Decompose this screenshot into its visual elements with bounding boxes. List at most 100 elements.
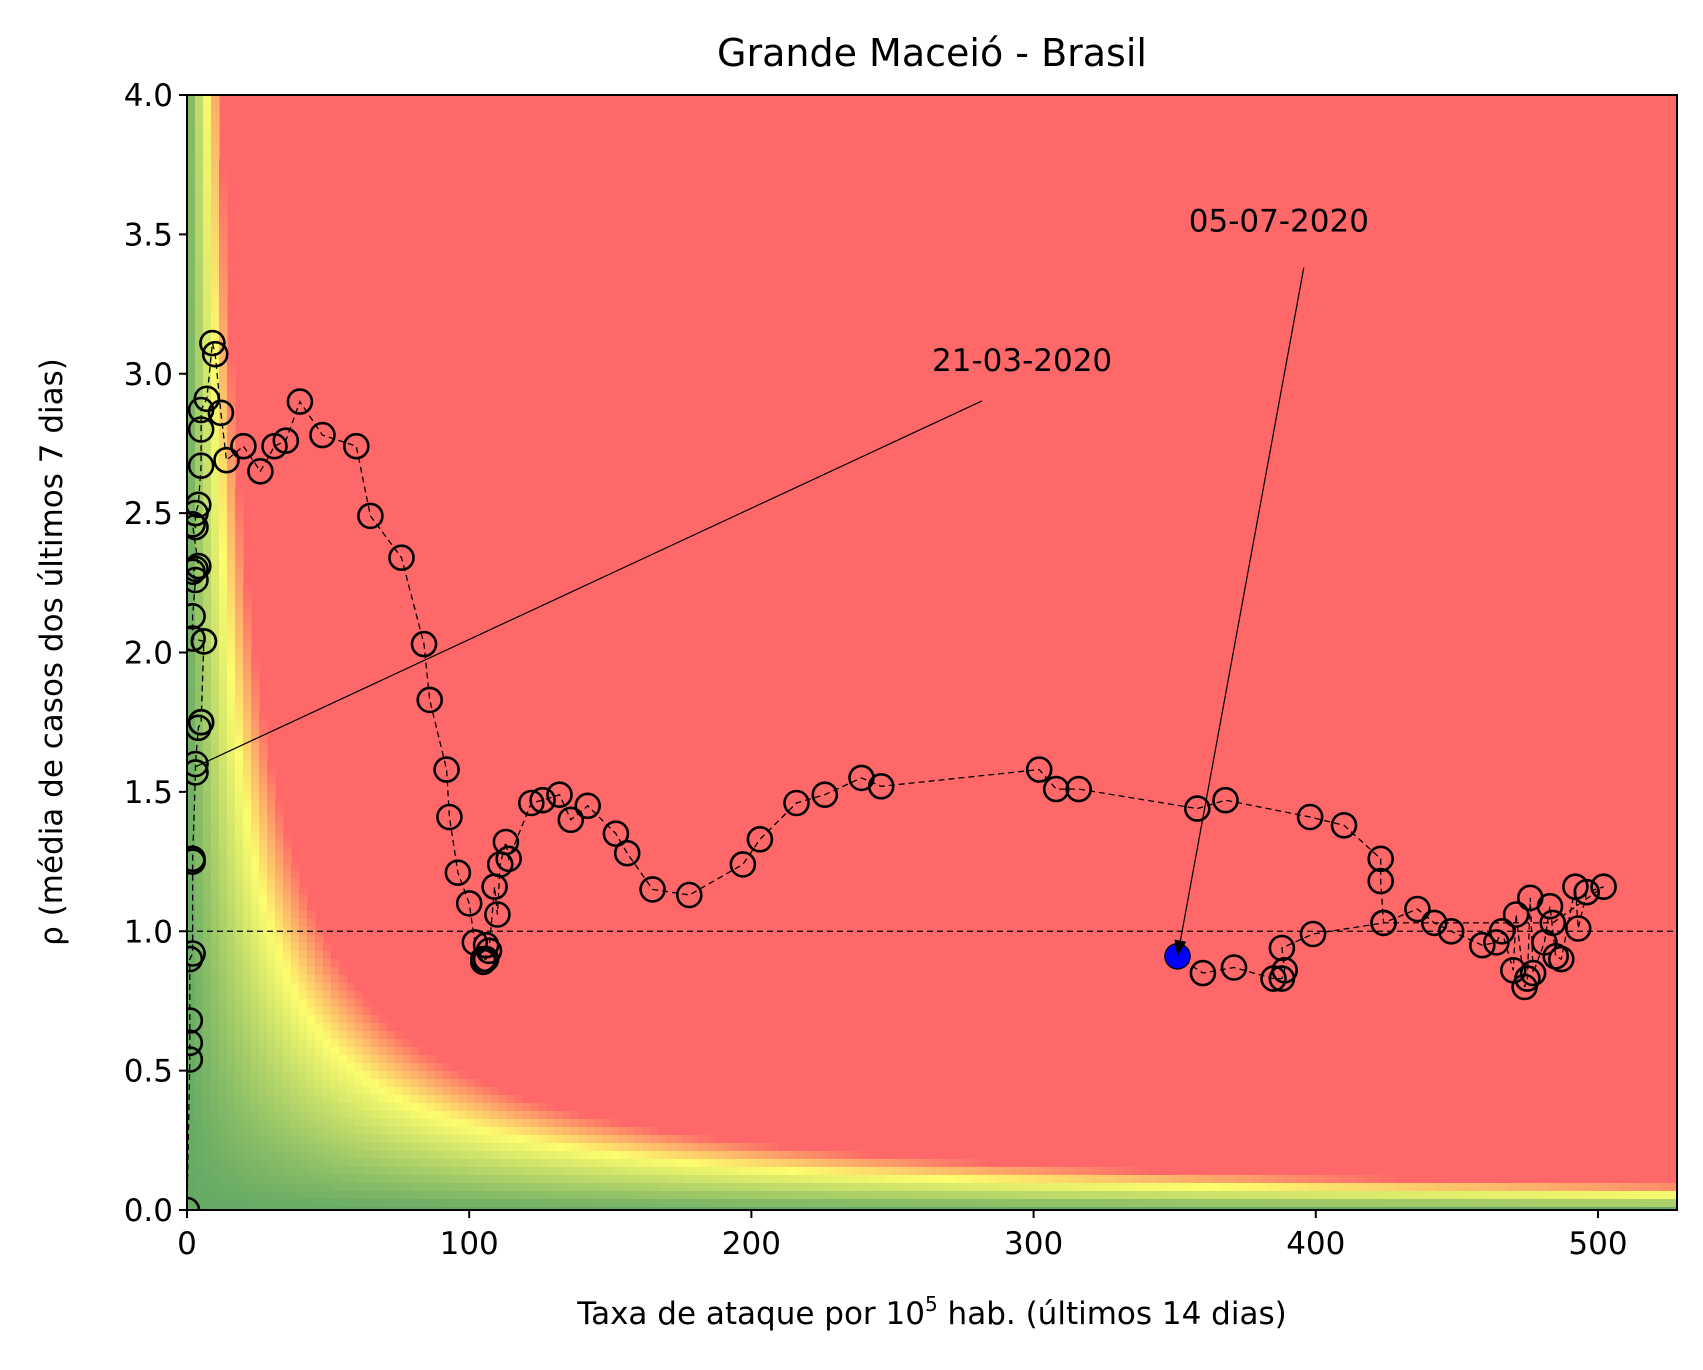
- heatmap-cell: [323, 1127, 332, 1136]
- heatmap-cell: [195, 831, 204, 840]
- heatmap-cell: [1619, 1207, 1628, 1210]
- heatmap-cell: [779, 1207, 788, 1210]
- heatmap-cell: [419, 1143, 428, 1152]
- heatmap-cell: [331, 1111, 340, 1120]
- data-point: [1065, 775, 1092, 803]
- heatmap-cell: [267, 1055, 276, 1064]
- heatmap-cell: [1035, 1207, 1044, 1210]
- heatmap-cell: [211, 103, 220, 112]
- heatmap-cell: [1667, 1207, 1676, 1210]
- heatmap-cell: [1107, 1207, 1116, 1210]
- heatmap-cell: [187, 871, 196, 880]
- heatmap-cell: [379, 1055, 388, 1064]
- heatmap-cell: [867, 1159, 876, 1168]
- heatmap-cell: [571, 1151, 580, 1160]
- heatmap-cell: [627, 1135, 636, 1144]
- heatmap-cell: [1603, 1207, 1612, 1210]
- heatmap-cell: [227, 599, 236, 608]
- heatmap-cell: [875, 1183, 884, 1192]
- heatmap-cell: [1075, 1199, 1084, 1208]
- heatmap-cell: [259, 919, 268, 928]
- heatmap-cell: [235, 631, 244, 640]
- heatmap-cell: [1059, 1191, 1068, 1200]
- heatmap-cell: [1635, 1183, 1644, 1192]
- heatmap-cell: [563, 1167, 572, 1176]
- heatmap-cell: [1115, 1175, 1124, 1184]
- heatmap-cell: [203, 1087, 212, 1096]
- heatmap-cell: [227, 1023, 236, 1032]
- heatmap-cell: [1131, 1199, 1140, 1208]
- heatmap-cell: [859, 1199, 868, 1208]
- heatmap-cell: [715, 1199, 724, 1208]
- y-tick-label: 1.0: [124, 914, 173, 950]
- heatmap-cell: [603, 1119, 612, 1128]
- heatmap-cell: [1539, 1199, 1548, 1208]
- heatmap-cell: [371, 1063, 380, 1072]
- heatmap-cell: [323, 1159, 332, 1168]
- heatmap-cell: [251, 975, 260, 984]
- heatmap-cell: [531, 1199, 540, 1208]
- heatmap-cell: [643, 1191, 652, 1200]
- heatmap-cell: [203, 783, 212, 792]
- heatmap-cell: [1339, 1199, 1348, 1208]
- heatmap-cell: [203, 431, 212, 440]
- heatmap-cell: [907, 1159, 916, 1168]
- heatmap-cell: [1395, 1191, 1404, 1200]
- heatmap-cell: [371, 1023, 380, 1032]
- heatmap-cell: [211, 783, 220, 792]
- heatmap-cell: [1107, 1175, 1116, 1184]
- heatmap-cell: [267, 935, 276, 944]
- heatmap-cell: [323, 1143, 332, 1152]
- heatmap-cell: [195, 239, 204, 248]
- heatmap-cell: [355, 1039, 364, 1048]
- heatmap-cell: [195, 783, 204, 792]
- heatmap-cell: [267, 1095, 276, 1104]
- heatmap-cell: [227, 623, 236, 632]
- heatmap-cell: [267, 1159, 276, 1168]
- heatmap-cell: [387, 1151, 396, 1160]
- data-point: [495, 845, 523, 873]
- heatmap-cell: [219, 1111, 228, 1120]
- heatmap-cell: [435, 1159, 444, 1168]
- heatmap-cell: [211, 431, 220, 440]
- heatmap-cell: [579, 1175, 588, 1184]
- heatmap-cell: [371, 1167, 380, 1176]
- data-point: [574, 792, 602, 820]
- heatmap-cell: [379, 1167, 388, 1176]
- heatmap-cell: [267, 815, 276, 824]
- heatmap-cell: [971, 1199, 980, 1208]
- heatmap-cell: [211, 423, 220, 432]
- heatmap-cell: [419, 1095, 428, 1104]
- y-tick-label: 1.5: [124, 775, 173, 811]
- heatmap-cell: [291, 983, 300, 992]
- heatmap-cell: [403, 1151, 412, 1160]
- heatmap-cell: [1227, 1183, 1236, 1192]
- heatmap-cell: [995, 1191, 1004, 1200]
- heatmap-cell: [1603, 1191, 1612, 1200]
- heatmap-cell: [235, 487, 244, 496]
- heatmap-cell: [811, 1207, 820, 1210]
- heatmap-cell: [507, 1095, 516, 1104]
- heatmap-cell: [283, 855, 292, 864]
- heatmap-cell: [195, 607, 204, 616]
- heatmap-cell: [859, 1159, 868, 1168]
- heatmap-cell: [219, 527, 228, 536]
- heatmap-cell: [563, 1111, 572, 1120]
- heatmap-cell: [955, 1199, 964, 1208]
- heatmap-cell: [243, 831, 252, 840]
- heatmap-cell: [1227, 1207, 1236, 1210]
- heatmap-cell: [811, 1175, 820, 1184]
- heatmap-cell: [1387, 1175, 1396, 1184]
- heatmap-cell: [475, 1151, 484, 1160]
- heatmap-cell: [211, 119, 220, 128]
- heatmap-cell: [483, 1135, 492, 1144]
- heatmap-cell: [283, 1031, 292, 1040]
- heatmap-cell: [1291, 1207, 1300, 1210]
- heatmap-cell: [211, 1047, 220, 1056]
- heatmap-cell: [243, 623, 252, 632]
- heatmap-cell: [611, 1127, 620, 1136]
- heatmap-cell: [211, 663, 220, 672]
- heatmap-cell: [1115, 1199, 1124, 1208]
- heatmap-cell: [843, 1199, 852, 1208]
